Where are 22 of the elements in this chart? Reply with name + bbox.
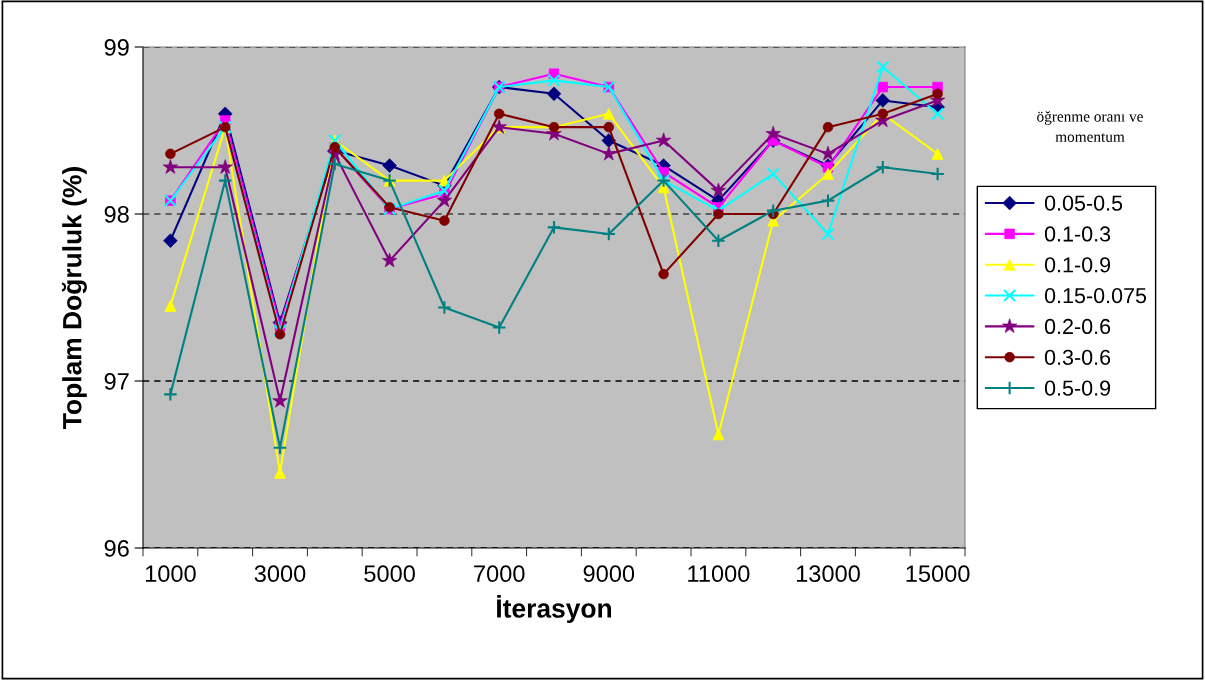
x-axis-title: İterasyon xyxy=(497,595,612,624)
x-tick-label: 15000 xyxy=(906,565,970,583)
x-tick-label: 9000 xyxy=(583,565,635,583)
x-tick-label: 5000 xyxy=(364,565,415,583)
y-tick-label: 97 xyxy=(104,373,129,390)
legend-title: öğrenme oranı ve momentum xyxy=(1037,111,1143,142)
y-axis-title: Toplam Doğruluk (%) xyxy=(61,167,87,429)
legend-label: 0.3-0.6 xyxy=(1044,349,1111,365)
legend-label: 0.1-0.3 xyxy=(1044,226,1111,242)
legend-label: 0.15-0.075 xyxy=(1044,288,1147,304)
x-tick-label: 13000 xyxy=(796,565,860,583)
x-tick-label: 11000 xyxy=(688,565,750,583)
x-tick-label: 7000 xyxy=(474,565,525,583)
y-tick-label: 99 xyxy=(104,39,129,56)
legend-label: 0.2-0.6 xyxy=(1044,318,1111,335)
legend-label: 0.5-0.9 xyxy=(1044,380,1111,396)
y-tick-label: 96 xyxy=(104,540,129,557)
y-tick-label: 98 xyxy=(104,206,129,223)
legend-label: 0.1-0.9 xyxy=(1044,257,1111,273)
x-tick-label: 3000 xyxy=(254,565,306,583)
legend-label: 0.05-0.5 xyxy=(1044,195,1123,211)
x-tick-label: 1000 xyxy=(145,565,196,583)
